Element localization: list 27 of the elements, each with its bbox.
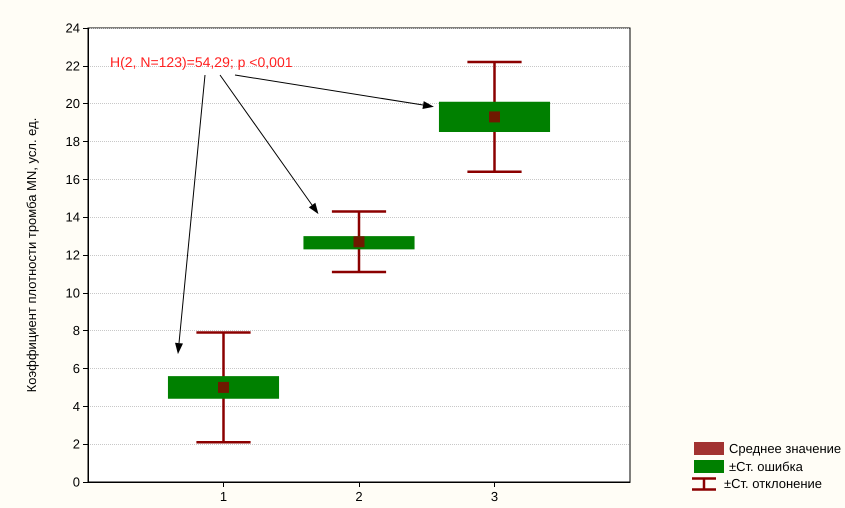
y-axis-title: Коэффициент плотности тромба MN, усл. ед. (24, 118, 39, 392)
x-tick-label: 2 (355, 489, 363, 504)
y-tick-label: 0 (72, 474, 80, 490)
y-tick-label: 24 (66, 20, 80, 36)
annotation: H(2, N=123)=54,29; p <0,001 (110, 54, 293, 70)
y-tick-label: 12 (66, 248, 80, 262)
y-tick-label: 18 (66, 134, 80, 149)
y-tick-label: 2 (72, 436, 80, 452)
point (354, 236, 364, 248)
bar (438, 102, 550, 132)
x-tick-label: 3 (490, 489, 498, 504)
y-tick-label: 20 (66, 96, 80, 112)
bar (168, 376, 280, 399)
point (489, 111, 500, 122)
x-tick-label: 1 (220, 489, 228, 504)
y-tick-label: 16 (66, 172, 80, 187)
y-tick-label: 6 (72, 361, 80, 376)
y-tick-label: 10 (66, 285, 80, 300)
y-tick-label: 14 (66, 210, 80, 225)
y-tick-label: 22 (66, 58, 80, 74)
legend-label: Среднее значение (729, 441, 842, 456)
text: ±Ст. отклонение (724, 476, 822, 491)
legend-label: ±Ст. ошибка (729, 459, 804, 474)
point (218, 382, 229, 393)
y-tick-label: 8 (72, 323, 80, 338)
bar (303, 236, 415, 250)
y-tick-label: 4 (72, 398, 80, 414)
